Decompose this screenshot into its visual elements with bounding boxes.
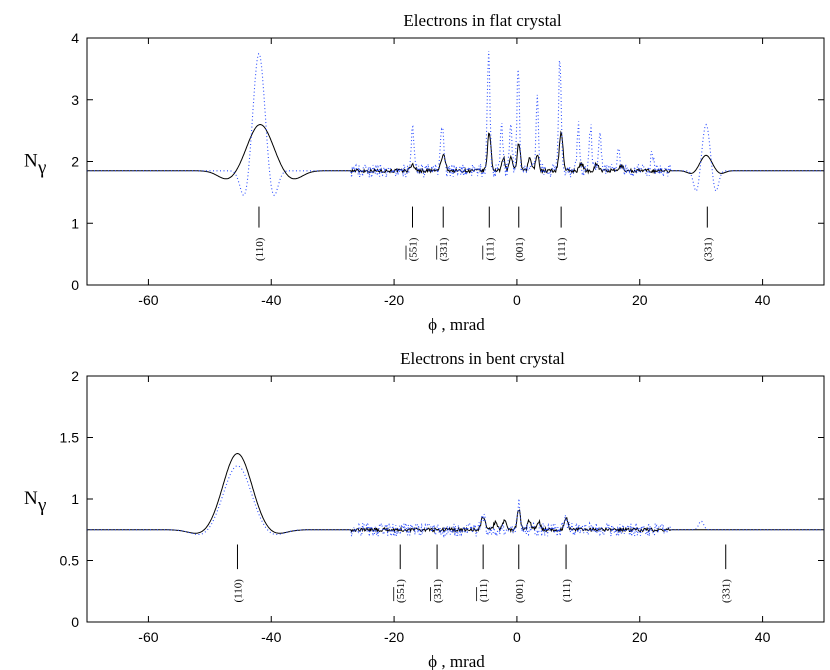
y-axis-label-subscript: γ — [37, 158, 46, 179]
plane-label: (110) — [254, 237, 266, 261]
y-tick-label: 4 — [71, 30, 79, 46]
x-tick-label: -60 — [138, 292, 158, 308]
plane-label: (331) — [438, 237, 450, 261]
y-tick-label: 1 — [71, 215, 79, 231]
y-axis-label-subscript: γ — [37, 495, 46, 516]
x-tick-label: -20 — [384, 292, 404, 308]
plane-label: (110) — [232, 579, 244, 603]
x-tick-label: 0 — [513, 629, 521, 645]
plane-label: (111) — [484, 237, 496, 260]
axes-frame — [86, 375, 825, 623]
plane-label: (111) — [556, 237, 568, 260]
x-tick-label: -40 — [261, 292, 281, 308]
x-tick-label: 40 — [755, 292, 771, 308]
y-tick-label: 0 — [71, 614, 79, 630]
x-tick-label: 0 — [513, 292, 521, 308]
x-axis-label: ϕ , mrad — [428, 315, 485, 334]
x-tick-label: 20 — [632, 629, 648, 645]
x-tick-label: 20 — [632, 292, 648, 308]
plane-label: (001) — [514, 237, 526, 261]
x-tick-label: 40 — [755, 629, 771, 645]
x-axis-label: ϕ , mrad — [428, 652, 485, 670]
plane-label: (001) — [514, 579, 526, 603]
y-tick-label: 3 — [71, 92, 79, 108]
plane-label: (331) — [432, 579, 444, 603]
chart-title: Electrons in bent crystal — [400, 349, 565, 368]
plane-label: (111) — [561, 579, 573, 602]
chart-title: Electrons in flat crystal — [403, 11, 561, 30]
plane-label: (111) — [478, 579, 490, 602]
x-tick-label: -60 — [138, 629, 158, 645]
y-axis-label: N — [24, 488, 38, 509]
y-tick-label: 2 — [71, 154, 79, 170]
y-tick-label: 0.5 — [60, 553, 80, 569]
plane-label: (551) — [408, 237, 420, 261]
x-tick-label: -20 — [384, 629, 404, 645]
plane-label: (551) — [395, 579, 407, 603]
bent-crystal-panel: -60 -40 -20 0 20 40 0 0.5 1 1.5 2 (110) (551) (331) (1… — [24, 349, 825, 670]
y-tick-label: 0 — [71, 277, 79, 293]
solid-series-line — [87, 123, 824, 180]
x-tick-label: -40 — [261, 629, 281, 645]
plane-label: (331) — [702, 237, 714, 261]
dotted-series-line — [87, 50, 824, 197]
y-tick-label: 1 — [71, 491, 79, 507]
solid-series-line — [87, 452, 824, 534]
y-axis-label: N — [24, 151, 38, 172]
flat-crystal-panel: -60 -40 -20 0 20 40 0 1 2 3 4 (110) (551) (331) (111) (… — [24, 11, 825, 334]
dotted-series-line — [87, 465, 824, 539]
plane-label: (331) — [721, 579, 733, 603]
y-tick-label: 1.5 — [60, 430, 80, 446]
y-tick-label: 2 — [71, 368, 79, 384]
